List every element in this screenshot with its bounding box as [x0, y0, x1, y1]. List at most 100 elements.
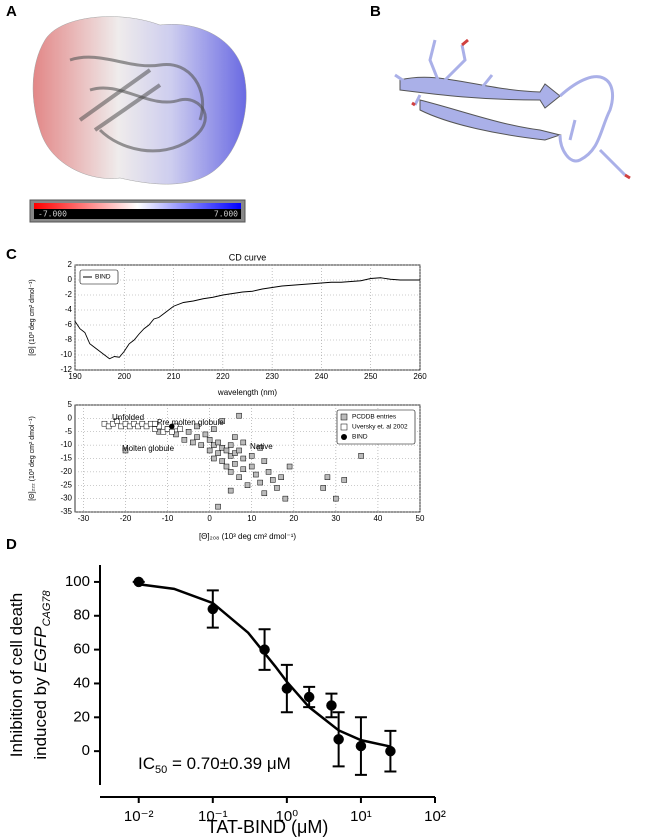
point [232, 434, 238, 440]
point [324, 474, 331, 480]
annotation-part: 50 [155, 764, 167, 776]
y-tick-label: 100 [65, 573, 90, 590]
point [152, 420, 158, 427]
point [333, 495, 339, 502]
colorbar: -7.000 7.000 [29, 199, 246, 223]
legend-swatch [340, 413, 348, 421]
x-tick-label: 230 [265, 372, 279, 381]
x-tick-label: 40 [373, 514, 382, 523]
legend-label: BIND [95, 274, 111, 281]
point [240, 455, 247, 462]
point [240, 466, 247, 472]
annotation: Native [250, 442, 273, 451]
y-axis-title: Inhibition of cell death [7, 593, 26, 757]
panel-label: B [370, 3, 381, 20]
legend-label: PCDDB entries [352, 414, 397, 421]
line [138, 583, 391, 748]
y-tick-label: 0 [82, 742, 90, 759]
point [215, 439, 221, 446]
point [215, 450, 221, 456]
y-tick-label: 20 [73, 708, 90, 725]
point [341, 477, 348, 483]
y-axis-title-part: CAG78 [41, 589, 53, 626]
x-axis-title: wavelength (nm) [217, 388, 277, 397]
panel-label: D [6, 536, 17, 553]
point [257, 445, 263, 451]
legend-swatch [340, 423, 348, 431]
x-tick-label: 10⁰ [276, 808, 299, 825]
point [223, 463, 230, 470]
point [227, 469, 234, 475]
x-tick-label: 10⁻² [124, 808, 154, 825]
point [114, 418, 120, 424]
y-tick-label: -5 [65, 427, 73, 436]
point [215, 503, 221, 510]
y-axis-title: [Θ]₂₂₂ (10³ deg cm² dmol⁻¹) [29, 416, 36, 501]
x-axis-title: TAT-BIND (μM) [207, 817, 329, 837]
x-tick-label: 240 [315, 372, 329, 381]
x-tick-label: 10¹ [350, 808, 372, 825]
point [358, 453, 364, 459]
point [181, 437, 188, 443]
point [194, 423, 200, 430]
point [269, 477, 276, 483]
point [219, 458, 226, 464]
legend-box [79, 269, 119, 285]
point [355, 740, 367, 752]
x-tick-label: 260 [413, 372, 427, 381]
y-tick-label: -6 [65, 320, 73, 329]
legend-box [336, 409, 416, 445]
annotation-part: = 0.70±0.39 μM [167, 754, 291, 773]
point [227, 487, 234, 494]
point [244, 482, 251, 488]
x-tick-label: 200 [118, 372, 132, 381]
point [257, 479, 263, 486]
y-tick-label: 40 [73, 674, 90, 691]
legend-label: Uversky et. al 2002 [352, 424, 408, 431]
x-tick-label: 50 [416, 514, 425, 523]
x-axis-title: [Θ]₂₀₈ (10³ deg cm² dmol⁻¹) [199, 532, 296, 541]
panel-label: C [6, 246, 17, 263]
point [122, 447, 129, 454]
point [202, 431, 209, 438]
point [194, 434, 200, 440]
annotation: Unfolded [112, 413, 144, 422]
ribbon-image [394, 38, 631, 180]
point [385, 745, 396, 757]
point [169, 429, 175, 435]
point [320, 485, 326, 491]
y-tick-label: 60 [73, 641, 90, 658]
y-tick-label: -10 [60, 440, 72, 449]
colorbar-max: 7.000 [214, 210, 238, 219]
y-tick-label: -15 [60, 454, 72, 463]
y-axis-title: [Θ] (10³ deg cm² dmol⁻¹) [29, 279, 36, 355]
point [185, 429, 192, 435]
point [333, 734, 344, 745]
point [177, 426, 183, 432]
x-tick-label: 10² [424, 808, 446, 825]
x-tick-label: -10 [162, 514, 174, 523]
point [236, 412, 242, 419]
annotation: Pre molten globule [157, 418, 224, 427]
point [286, 463, 293, 470]
point [261, 490, 268, 497]
x-tick-label: 20 [289, 514, 298, 523]
point [253, 471, 259, 478]
y-tick-label: -30 [60, 494, 72, 503]
colorbar-min: -7.000 [38, 210, 67, 219]
y-axis-title-part: EGFP [31, 626, 50, 673]
point [198, 442, 204, 448]
point [303, 691, 315, 703]
annotation: Molten globule [122, 444, 175, 453]
y-tick-label: 2 [68, 260, 73, 269]
x-tick-label: 30 [331, 514, 340, 523]
x-tick-label: 250 [364, 372, 378, 381]
point [223, 447, 230, 454]
y-axis-title: induced by EGFPCAG78 [31, 589, 52, 759]
point [326, 700, 337, 711]
x-tick-label: -30 [78, 514, 90, 523]
point [227, 442, 234, 448]
point [211, 426, 217, 432]
point [190, 439, 196, 446]
